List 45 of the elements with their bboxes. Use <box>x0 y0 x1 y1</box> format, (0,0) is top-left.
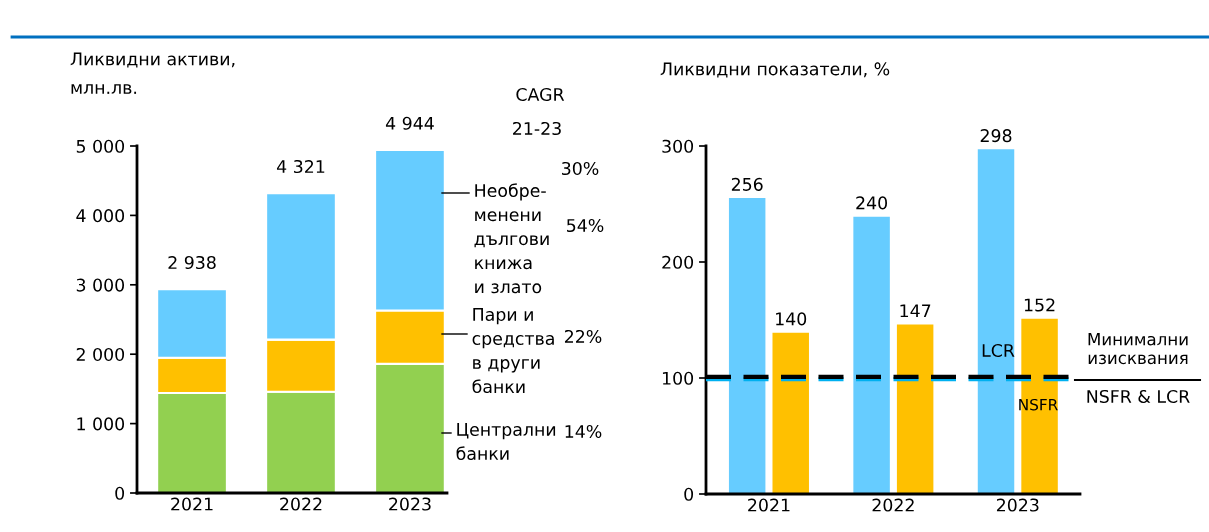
series-label: Централни банки <box>456 423 556 461</box>
data-label: 147 <box>900 304 931 318</box>
total-label: 2 938 <box>168 255 216 270</box>
text: CAGR <box>516 87 565 102</box>
total-label: 4 321 <box>276 159 325 174</box>
x-tick-label: 2022 <box>280 497 322 511</box>
data-label: 240 <box>856 196 888 210</box>
chart-title: Ликвидни активи, млн.лв. <box>70 52 235 94</box>
data-label: 152 <box>1024 298 1055 312</box>
text: 22% <box>564 329 602 344</box>
x-tick-label: 2022 <box>872 498 914 512</box>
x-tick-label: 2023 <box>389 497 431 511</box>
y-tick-label: 0 <box>115 486 125 500</box>
text: NSFR & LCR <box>1087 389 1190 404</box>
series-label: LCR <box>982 343 1015 358</box>
y-tick-label: 1 000 <box>77 417 125 431</box>
data-label: 140 <box>776 312 807 326</box>
series-label: Пари и средства в други банки <box>472 308 554 394</box>
y-tick-label: 300 <box>662 139 694 153</box>
text: 14% <box>565 424 602 439</box>
text: 21-23 <box>513 121 561 136</box>
y-tick-label: 100 <box>662 371 694 385</box>
y-tick-label: 4 000 <box>76 209 125 223</box>
text: 30% <box>562 161 599 176</box>
chart-title: Ликвидни показатели, % <box>660 62 890 78</box>
bar <box>770 330 812 494</box>
bar <box>851 214 892 494</box>
y-tick-label: 200 <box>662 255 694 269</box>
data-label: 298 <box>980 129 1012 143</box>
y-tick-label: 2 000 <box>76 347 125 362</box>
x-tick-label: 2021 <box>171 497 213 511</box>
bar <box>726 196 768 494</box>
text: 54% <box>567 218 604 233</box>
series-label: Необре- менени дългови книжа и злато <box>474 183 549 294</box>
bar <box>1019 316 1060 494</box>
x-tick-label: 2021 <box>748 498 790 512</box>
bar <box>975 147 1017 494</box>
ref-line-label: Минимални изисквания <box>1088 333 1188 365</box>
data-label: 256 <box>731 177 763 191</box>
x-tick-label: 2023 <box>996 498 1039 512</box>
y-tick-label: 3 000 <box>76 278 125 292</box>
bar <box>894 322 936 494</box>
y-tick-label: 5 000 <box>76 139 125 153</box>
y-tick-label: 0 <box>684 487 694 501</box>
total-label: 4 944 <box>385 116 434 130</box>
